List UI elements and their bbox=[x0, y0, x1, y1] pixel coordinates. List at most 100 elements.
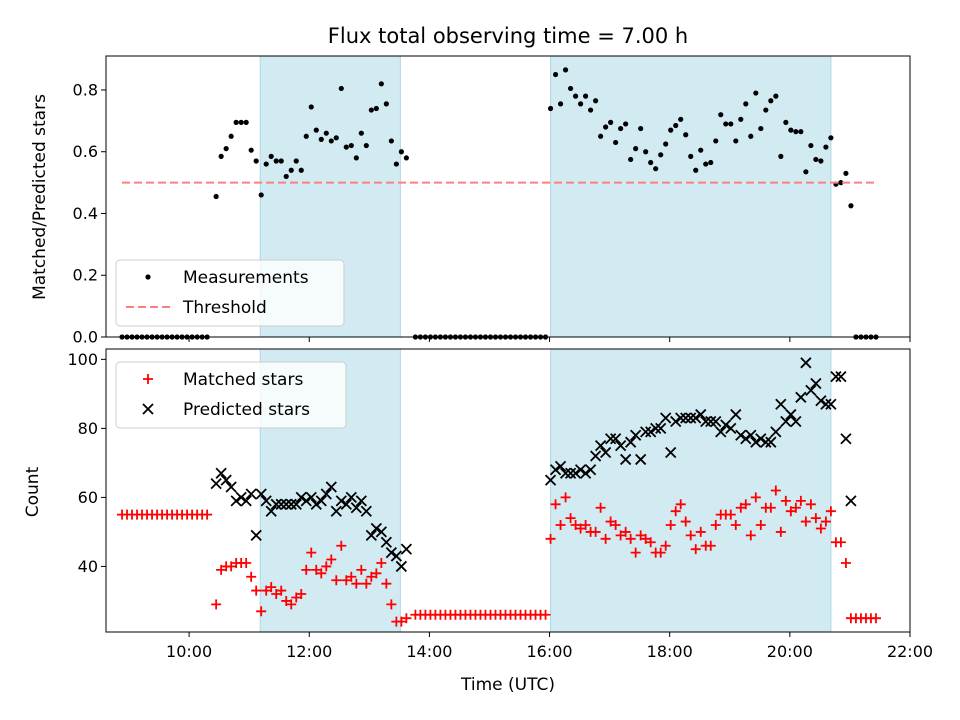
measurement-point bbox=[763, 107, 769, 113]
measurement-point bbox=[658, 152, 664, 158]
matched-stars-point bbox=[795, 495, 806, 506]
predicted-stars-point bbox=[544, 474, 557, 486]
measurement-point bbox=[713, 138, 719, 144]
predicted-stars-point bbox=[395, 560, 408, 573]
x-tick-label: 10:00 bbox=[166, 642, 212, 661]
predicted-stars-point bbox=[695, 408, 707, 421]
y-tick-label: 0.0 bbox=[73, 328, 98, 347]
matched-stars-point bbox=[296, 589, 307, 600]
measurement-point bbox=[728, 121, 734, 127]
measurement-point bbox=[718, 112, 724, 118]
predicted-stars-point bbox=[800, 357, 812, 369]
matched-stars-point bbox=[256, 606, 267, 617]
predicted-stars-point bbox=[589, 450, 602, 462]
predicted-stars-point bbox=[310, 498, 322, 510]
predicted-stars-point bbox=[250, 529, 262, 542]
top-axes-frame bbox=[105, 55, 911, 338]
measurement-point bbox=[547, 105, 554, 112]
matched-stars-point bbox=[655, 547, 666, 558]
measurement-point bbox=[323, 130, 329, 136]
measurement-point bbox=[848, 203, 854, 209]
predicted-stars-point bbox=[355, 495, 367, 507]
measurement-point bbox=[288, 167, 294, 173]
matched-stars-point bbox=[371, 568, 382, 579]
measurement-point bbox=[633, 146, 639, 152]
legend-marker-plus bbox=[143, 374, 153, 384]
predicted-stars-point bbox=[609, 433, 622, 445]
predicted-stars-point bbox=[635, 453, 647, 466]
bottom-series bbox=[117, 357, 881, 627]
measurement-point bbox=[298, 167, 304, 173]
measurement-point bbox=[793, 129, 799, 135]
predicted-stars-point bbox=[380, 536, 392, 548]
matched-stars-point bbox=[401, 613, 412, 624]
predicted-stars-point bbox=[620, 453, 632, 466]
measurement-point bbox=[773, 93, 779, 99]
measurement-point bbox=[313, 127, 319, 133]
predicted-stars-point bbox=[760, 436, 772, 448]
measurement-point bbox=[838, 180, 844, 186]
measurement-point bbox=[273, 158, 279, 164]
predicted-stars-point bbox=[325, 481, 337, 493]
predicted-stars-point bbox=[650, 422, 662, 435]
matched-stars-point bbox=[321, 561, 332, 572]
predicted-stars-point bbox=[245, 488, 257, 500]
matched-stars-point bbox=[271, 589, 282, 600]
predicted-stars-point bbox=[559, 467, 572, 479]
matched-stars-point bbox=[645, 537, 656, 548]
measurement-point bbox=[598, 133, 604, 139]
predicted-stars-point bbox=[564, 467, 577, 479]
predicted-stars-point bbox=[660, 412, 672, 424]
predicted-stars-point bbox=[295, 491, 307, 504]
matched-stars-point bbox=[381, 578, 392, 589]
measurement-point bbox=[683, 132, 689, 138]
measurement-point bbox=[783, 119, 789, 125]
matched-stars-point bbox=[810, 513, 821, 524]
matched-stars-point bbox=[695, 526, 706, 537]
predicted-stars-point bbox=[335, 495, 347, 507]
matched-stars-point bbox=[216, 564, 227, 575]
measurement-point bbox=[343, 144, 349, 150]
matched-stars-point bbox=[346, 571, 357, 582]
matched-stars-point bbox=[261, 585, 272, 596]
predicted-stars-point bbox=[615, 439, 627, 452]
predicted-stars-point bbox=[710, 415, 722, 428]
predicted-stars-point bbox=[584, 464, 597, 476]
matched-stars-point bbox=[745, 530, 756, 541]
matched-stars-point bbox=[555, 520, 566, 531]
predicted-stars-point bbox=[715, 426, 727, 438]
matched-stars-point bbox=[386, 599, 397, 610]
matched-stars-point bbox=[580, 520, 591, 531]
predicted-stars-point bbox=[340, 498, 352, 510]
measurement-point bbox=[557, 101, 564, 107]
measurement-point bbox=[703, 161, 709, 167]
x-tick-label: 20:00 bbox=[767, 642, 813, 661]
matched-stars-point bbox=[735, 502, 746, 513]
matched-stars-point bbox=[351, 578, 362, 589]
predicted-stars-point bbox=[599, 446, 612, 459]
predicted-stars-point bbox=[770, 426, 782, 438]
matched-stars-point bbox=[825, 506, 836, 517]
predicted-stars-point bbox=[825, 398, 837, 410]
measurement-point bbox=[753, 90, 759, 96]
predicted-stars-point bbox=[285, 498, 297, 510]
measurement-point bbox=[218, 153, 224, 159]
matched-stars-point bbox=[790, 502, 801, 513]
predicted-stars-point bbox=[400, 543, 413, 555]
measurement-point bbox=[373, 105, 379, 112]
measurement-point bbox=[572, 93, 579, 99]
predicted-stars-point bbox=[255, 488, 267, 500]
predicted-stars-point bbox=[780, 415, 792, 428]
predicted-stars-point bbox=[280, 498, 292, 510]
predicted-stars-point bbox=[655, 422, 667, 435]
predicted-stars-point bbox=[755, 433, 767, 445]
matched-stars-point bbox=[202, 509, 213, 520]
matched-stars-point bbox=[570, 520, 581, 531]
matched-stars-point bbox=[775, 526, 786, 537]
matched-stars-point bbox=[675, 499, 686, 510]
predicted-stars-point bbox=[640, 426, 652, 438]
matched-stars-point bbox=[685, 530, 696, 541]
legend-marker-dot bbox=[145, 274, 151, 280]
matched-stars-point bbox=[575, 523, 586, 534]
measurement-point bbox=[248, 147, 254, 153]
